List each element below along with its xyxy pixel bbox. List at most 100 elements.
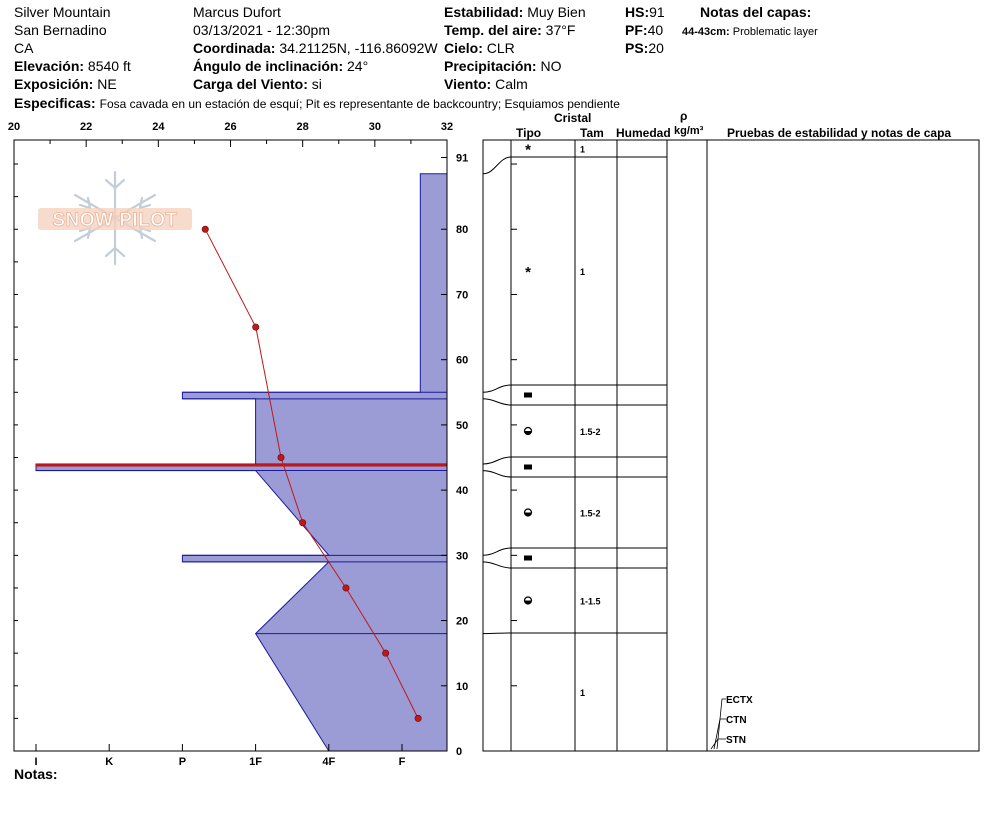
coordinates: Coordinada: 34.21125N, -116.86092W — [193, 40, 438, 57]
precipitation: Precipitación: NO — [444, 58, 561, 75]
temp-point — [252, 323, 260, 331]
depth-tick-label: 70 — [456, 289, 468, 301]
stability-test-leader — [713, 718, 726, 750]
grain-symbol-crust — [524, 392, 532, 398]
layer-notes-label: Notas del capas: — [700, 4, 812, 20]
grain-size-label: 1.5-2 — [580, 427, 601, 437]
grain-symbol-crust — [524, 464, 532, 470]
hardness-tick-label: P — [179, 756, 186, 768]
datetime: 03/13/2021 - 12:30pm — [193, 22, 330, 38]
sky-value: CLR — [486, 40, 515, 56]
stability-test-leader — [716, 698, 726, 750]
layer-connector — [482, 398, 512, 406]
col-moisture: Humedad — [616, 126, 671, 140]
hardness-tick-label: I — [34, 756, 37, 768]
problem-layer-marker — [36, 464, 447, 467]
layer-connector — [482, 632, 512, 635]
layer-note: 44-43cm: Problematic layer — [682, 24, 818, 41]
layer-connector — [482, 470, 512, 478]
stability-value: Muy Bien — [527, 4, 586, 20]
air-temp-label: Temp. del aire: — [444, 22, 542, 38]
state: CA — [14, 40, 34, 56]
location: Silver Mountain — [14, 4, 111, 20]
grain-size-label: 1 — [580, 688, 585, 698]
coord-value: 34.21125N, -116.86092W — [279, 40, 438, 56]
pf-label: PF: — [625, 22, 648, 38]
temp-tick-label: 24 — [152, 121, 165, 133]
hs-label: HS: — [625, 4, 650, 20]
precip-value: NO — [540, 58, 562, 74]
temp-point — [201, 225, 209, 233]
temp-tick-label: 28 — [297, 121, 309, 133]
col-density-unit: kg/m³ — [674, 125, 704, 137]
temp-tick-label: 30 — [369, 121, 381, 133]
slope-angle: Ángulo de inclinación: 24° — [193, 58, 368, 75]
grain-size-label: 1 — [580, 267, 585, 277]
temp-point — [342, 584, 350, 592]
layer-note-depth: 44-43cm: — [682, 26, 730, 38]
layer-connector — [482, 547, 512, 556]
depth-tick-label: 40 — [456, 485, 468, 497]
hs: HS:91 — [625, 4, 665, 21]
depth-tick-label: 80 — [456, 224, 468, 236]
wind: Viento: Calm — [444, 76, 528, 93]
wind-load-label: Carga del Viento: — [193, 76, 308, 92]
grain-symbol-new-snow: * — [525, 264, 531, 281]
wind-loading: Carga del Viento: si — [193, 76, 322, 93]
notes-label: Notas: — [14, 766, 58, 782]
temp-tick-label: 20 — [8, 121, 20, 133]
depth-tick-label: 60 — [456, 355, 468, 367]
stability-test-label: STN — [726, 735, 746, 746]
aspect: Exposición: NE — [14, 76, 117, 93]
logo-text: SNOW PILOT — [52, 210, 177, 231]
stability: Estabilidad: Muy Bien — [444, 4, 586, 21]
layer-table-frame — [482, 139, 980, 752]
hardness-tick-label: 4F — [322, 756, 335, 768]
ps-label: PS: — [625, 40, 649, 56]
hardness-tick-label: K — [105, 756, 113, 768]
col-type: Tipo — [516, 126, 542, 140]
stability-label: Estabilidad: — [444, 4, 524, 20]
col-tests: Pruebas de estabilidad y notas de capa — [727, 126, 952, 140]
pf: PF:40 — [625, 22, 663, 39]
hardness-tick-label: F — [399, 756, 406, 768]
hs-value: 91 — [649, 4, 665, 20]
elevation: Elevación: 8540 ft — [14, 58, 131, 75]
temp-point — [414, 714, 422, 722]
precip-label: Precipitación: — [444, 58, 537, 74]
grain-symbol-rounding-faceted — [523, 596, 533, 605]
layer-connector — [482, 156, 512, 175]
depth-tick-label: 20 — [456, 616, 468, 628]
grain-size-label: 1-1.5 — [580, 597, 601, 607]
grain-symbol-rounding-faceted — [523, 508, 533, 517]
depth-tick-label: 10 — [456, 681, 468, 693]
sky-label: Cielo: — [444, 40, 483, 56]
ps-value: 20 — [648, 40, 664, 56]
slope-value: 24° — [347, 58, 369, 74]
grain-symbol-crust — [524, 555, 532, 561]
layer-connector — [482, 456, 512, 465]
depth-tick-label: 30 — [456, 550, 468, 562]
wind-load-value: si — [311, 76, 322, 92]
depth-tick-label: 0 — [456, 746, 462, 758]
col-rho: ρ — [680, 109, 688, 123]
grain-size-label: 1 — [580, 145, 585, 155]
aspect-label: Exposición: — [14, 76, 94, 92]
specifics-text: Fosa cavada en un estación de esquí; Pit… — [99, 97, 620, 111]
temp-tick-label: 22 — [80, 121, 92, 133]
elevation-label: Elevación: — [14, 58, 85, 74]
col-crystal: Cristal — [554, 111, 592, 125]
mountain-range: San Bernadino — [14, 22, 107, 38]
temp-point — [277, 454, 285, 462]
air-temp: Temp. del aire: 37°F — [444, 22, 575, 39]
observer: Marcus Dufort — [193, 4, 281, 20]
snowpilot-logo: SNOW PILOT — [38, 170, 192, 266]
depth-tick-label: 50 — [456, 420, 468, 432]
aspect-value: NE — [97, 76, 117, 92]
stability-test-label: ECTX — [726, 695, 753, 706]
stability-test-label: CTN — [726, 715, 747, 726]
grain-symbol-rounding-faceted — [523, 426, 533, 436]
air-temp-value: 37°F — [545, 22, 576, 38]
grain-symbol-new-snow: * — [525, 142, 531, 159]
